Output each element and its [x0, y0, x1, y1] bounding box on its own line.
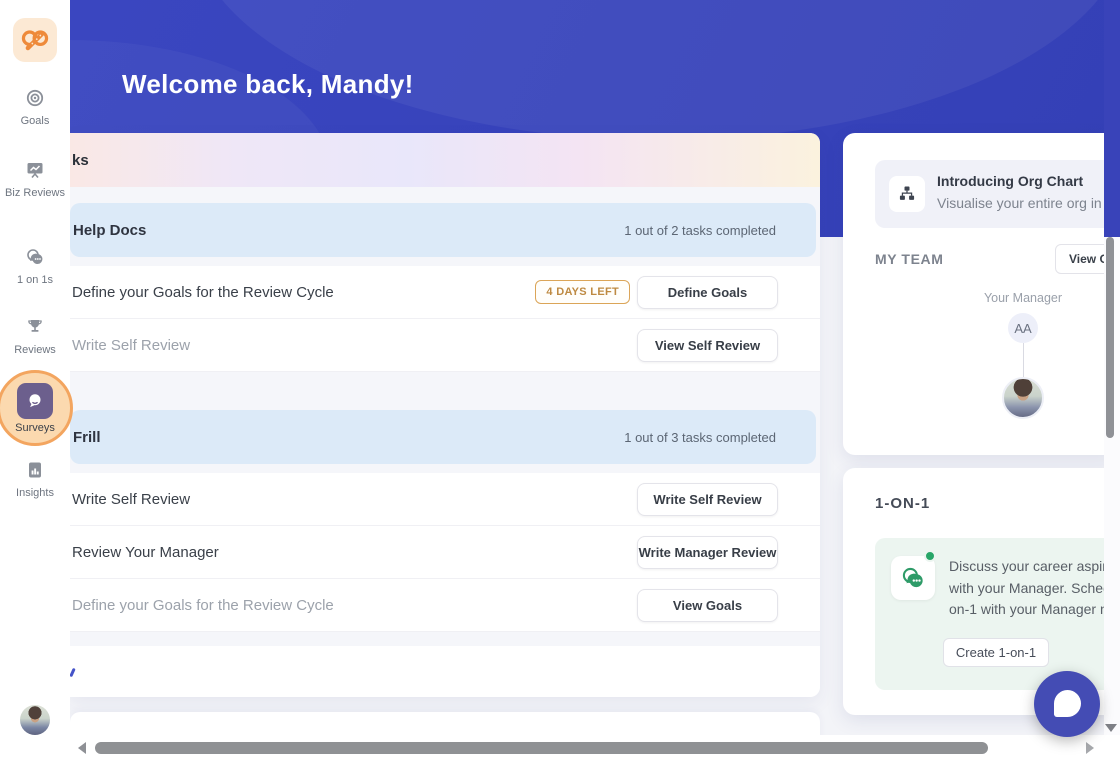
task-row: Define your Goals for the Review Cycle 4… — [70, 266, 820, 319]
task-label: Define your Goals for the Review Cycle — [72, 283, 334, 301]
sidebar-item-label: Surveys — [15, 422, 55, 434]
user-avatar[interactable] — [1002, 377, 1044, 419]
task-row: Write Self Review View Self Review — [70, 319, 820, 372]
sidebar-item-surveys[interactable]: Surveys — [0, 370, 73, 446]
sidebar-item-1-on-1s[interactable]: 1 on 1s — [0, 247, 70, 287]
org-chart-banner[interactable]: Introducing Org Chart Visualise your ent… — [875, 160, 1120, 228]
task-actions: 4 DAYS LEFT Define Goals — [535, 275, 778, 309]
task-label: Write Self Review — [72, 336, 191, 354]
tasks-card: ks Help Docs 1 out of 2 tasks completed … — [70, 133, 820, 697]
task-group-header-help-docs: Help Docs 1 out of 2 tasks completed — [70, 203, 816, 257]
welcome-greeting: Welcome back, Mandy! — [122, 69, 414, 99]
org-chart-icon — [889, 176, 925, 212]
description-line: on-1 with your Manager no — [949, 601, 1116, 617]
vertical-scrollbar-thumb[interactable] — [1106, 237, 1114, 438]
sidebar-item-label: Biz Reviews — [5, 187, 65, 199]
trophy-icon — [28, 320, 42, 332]
header-edge-strip — [1104, 0, 1120, 237]
my-team-card: Introducing Org Chart Visualise your ent… — [843, 133, 1120, 455]
scroll-right-arrow[interactable] — [1086, 742, 1094, 754]
days-left-badge: 4 DAYS LEFT — [535, 280, 630, 304]
my-team-heading: MY TEAM — [875, 251, 944, 267]
chat-bubbles-icon — [27, 249, 43, 264]
tasks-card-footer — [70, 646, 820, 697]
sidebar-item-label: Goals — [20, 115, 50, 127]
pretzel-logo-icon — [21, 30, 49, 51]
app-logo[interactable] — [13, 18, 57, 62]
tasks-title-band: ks — [70, 133, 820, 187]
sidebar-item-label: Reviews — [14, 344, 56, 356]
task-actions: Write Self Review — [637, 482, 778, 516]
target-icon — [26, 89, 44, 107]
one-on-one-card: 1-ON-1 Discuss your career aspirat with … — [843, 468, 1120, 715]
task-label: Review Your Manager — [72, 543, 219, 561]
task-actions: View Self Review — [637, 328, 778, 362]
tasks-title-fragment: ks — [72, 151, 89, 169]
org-connector-line — [1022, 343, 1024, 377]
manager-avatar[interactable]: AA — [1008, 313, 1038, 343]
one-on-one-chat-icon — [891, 556, 935, 600]
scroll-down-arrow[interactable] — [1105, 724, 1117, 732]
sidebar: Goals Biz Reviews 1 on 1s — [0, 0, 73, 757]
surveys-icon — [17, 383, 53, 419]
task-label: Write Self Review — [72, 490, 191, 508]
your-manager-label: Your Manager — [983, 291, 1063, 305]
task-rows-frill: Write Self Review Write Self Review Revi… — [70, 473, 820, 632]
view-self-review-button[interactable]: View Self Review — [637, 328, 778, 362]
write-manager-review-button[interactable]: Write Manager Review — [637, 535, 778, 569]
task-group-header-frill: Frill 1 out of 3 tasks completed — [70, 410, 816, 464]
horizontal-scrollbar-thumb[interactable] — [95, 742, 988, 754]
presentation-chart-icon — [27, 163, 43, 179]
group-title: Frill — [73, 428, 101, 446]
group-progress: 1 out of 3 tasks completed — [624, 429, 776, 445]
online-status-dot — [924, 550, 936, 562]
one-on-one-heading: 1-ON-1 — [875, 495, 931, 512]
clipped-glyph — [70, 667, 76, 678]
task-actions: View Goals — [637, 588, 778, 622]
scroll-left-arrow[interactable] — [78, 742, 86, 754]
description-line: Discuss your career aspirat — [949, 558, 1119, 574]
manager-column: Your Manager AA — [973, 291, 1073, 419]
bar-chart-icon — [29, 462, 41, 478]
profile-avatar[interactable] — [20, 705, 50, 735]
org-banner-title: Introducing Org Chart — [937, 173, 1084, 189]
one-on-one-description: Discuss your career aspirat with your Ma… — [949, 556, 1119, 621]
sidebar-item-goals[interactable]: Goals — [0, 88, 70, 128]
sidebar-item-label: 1 on 1s — [16, 274, 54, 286]
one-on-one-promo: Discuss your career aspirat with your Ma… — [875, 538, 1120, 690]
create-one-on-one-button[interactable]: Create 1-on-1 — [943, 638, 1049, 667]
sidebar-item-insights[interactable]: Insights — [0, 460, 70, 500]
sidebar-item-reviews[interactable]: Reviews — [0, 317, 70, 357]
task-row: Write Self Review Write Self Review — [70, 473, 820, 526]
group-title: Help Docs — [73, 221, 147, 239]
chat-bubble-icon — [1054, 690, 1081, 717]
task-actions: Write Manager Review — [637, 535, 778, 569]
write-self-review-button[interactable]: Write Self Review — [637, 482, 778, 516]
group-progress: 1 out of 2 tasks completed — [624, 222, 776, 238]
task-row: Review Your Manager Write Manager Review — [70, 526, 820, 579]
define-goals-button[interactable]: Define Goals — [637, 275, 778, 309]
task-rows-help-docs: Define your Goals for the Review Cycle 4… — [70, 266, 820, 372]
task-label: Define your Goals for the Review Cycle — [72, 596, 334, 614]
sidebar-item-biz-reviews[interactable]: Biz Reviews — [0, 160, 70, 200]
view-goals-button[interactable]: View Goals — [637, 588, 778, 622]
chat-launcher-button[interactable] — [1034, 671, 1100, 737]
description-line: with your Manager. Schedu — [949, 579, 1119, 596]
task-row: Define your Goals for the Review Cycle V… — [70, 579, 820, 632]
sidebar-item-label: Insights — [16, 487, 54, 499]
org-banner-subtitle: Visualise your entire org in one — [937, 195, 1120, 211]
